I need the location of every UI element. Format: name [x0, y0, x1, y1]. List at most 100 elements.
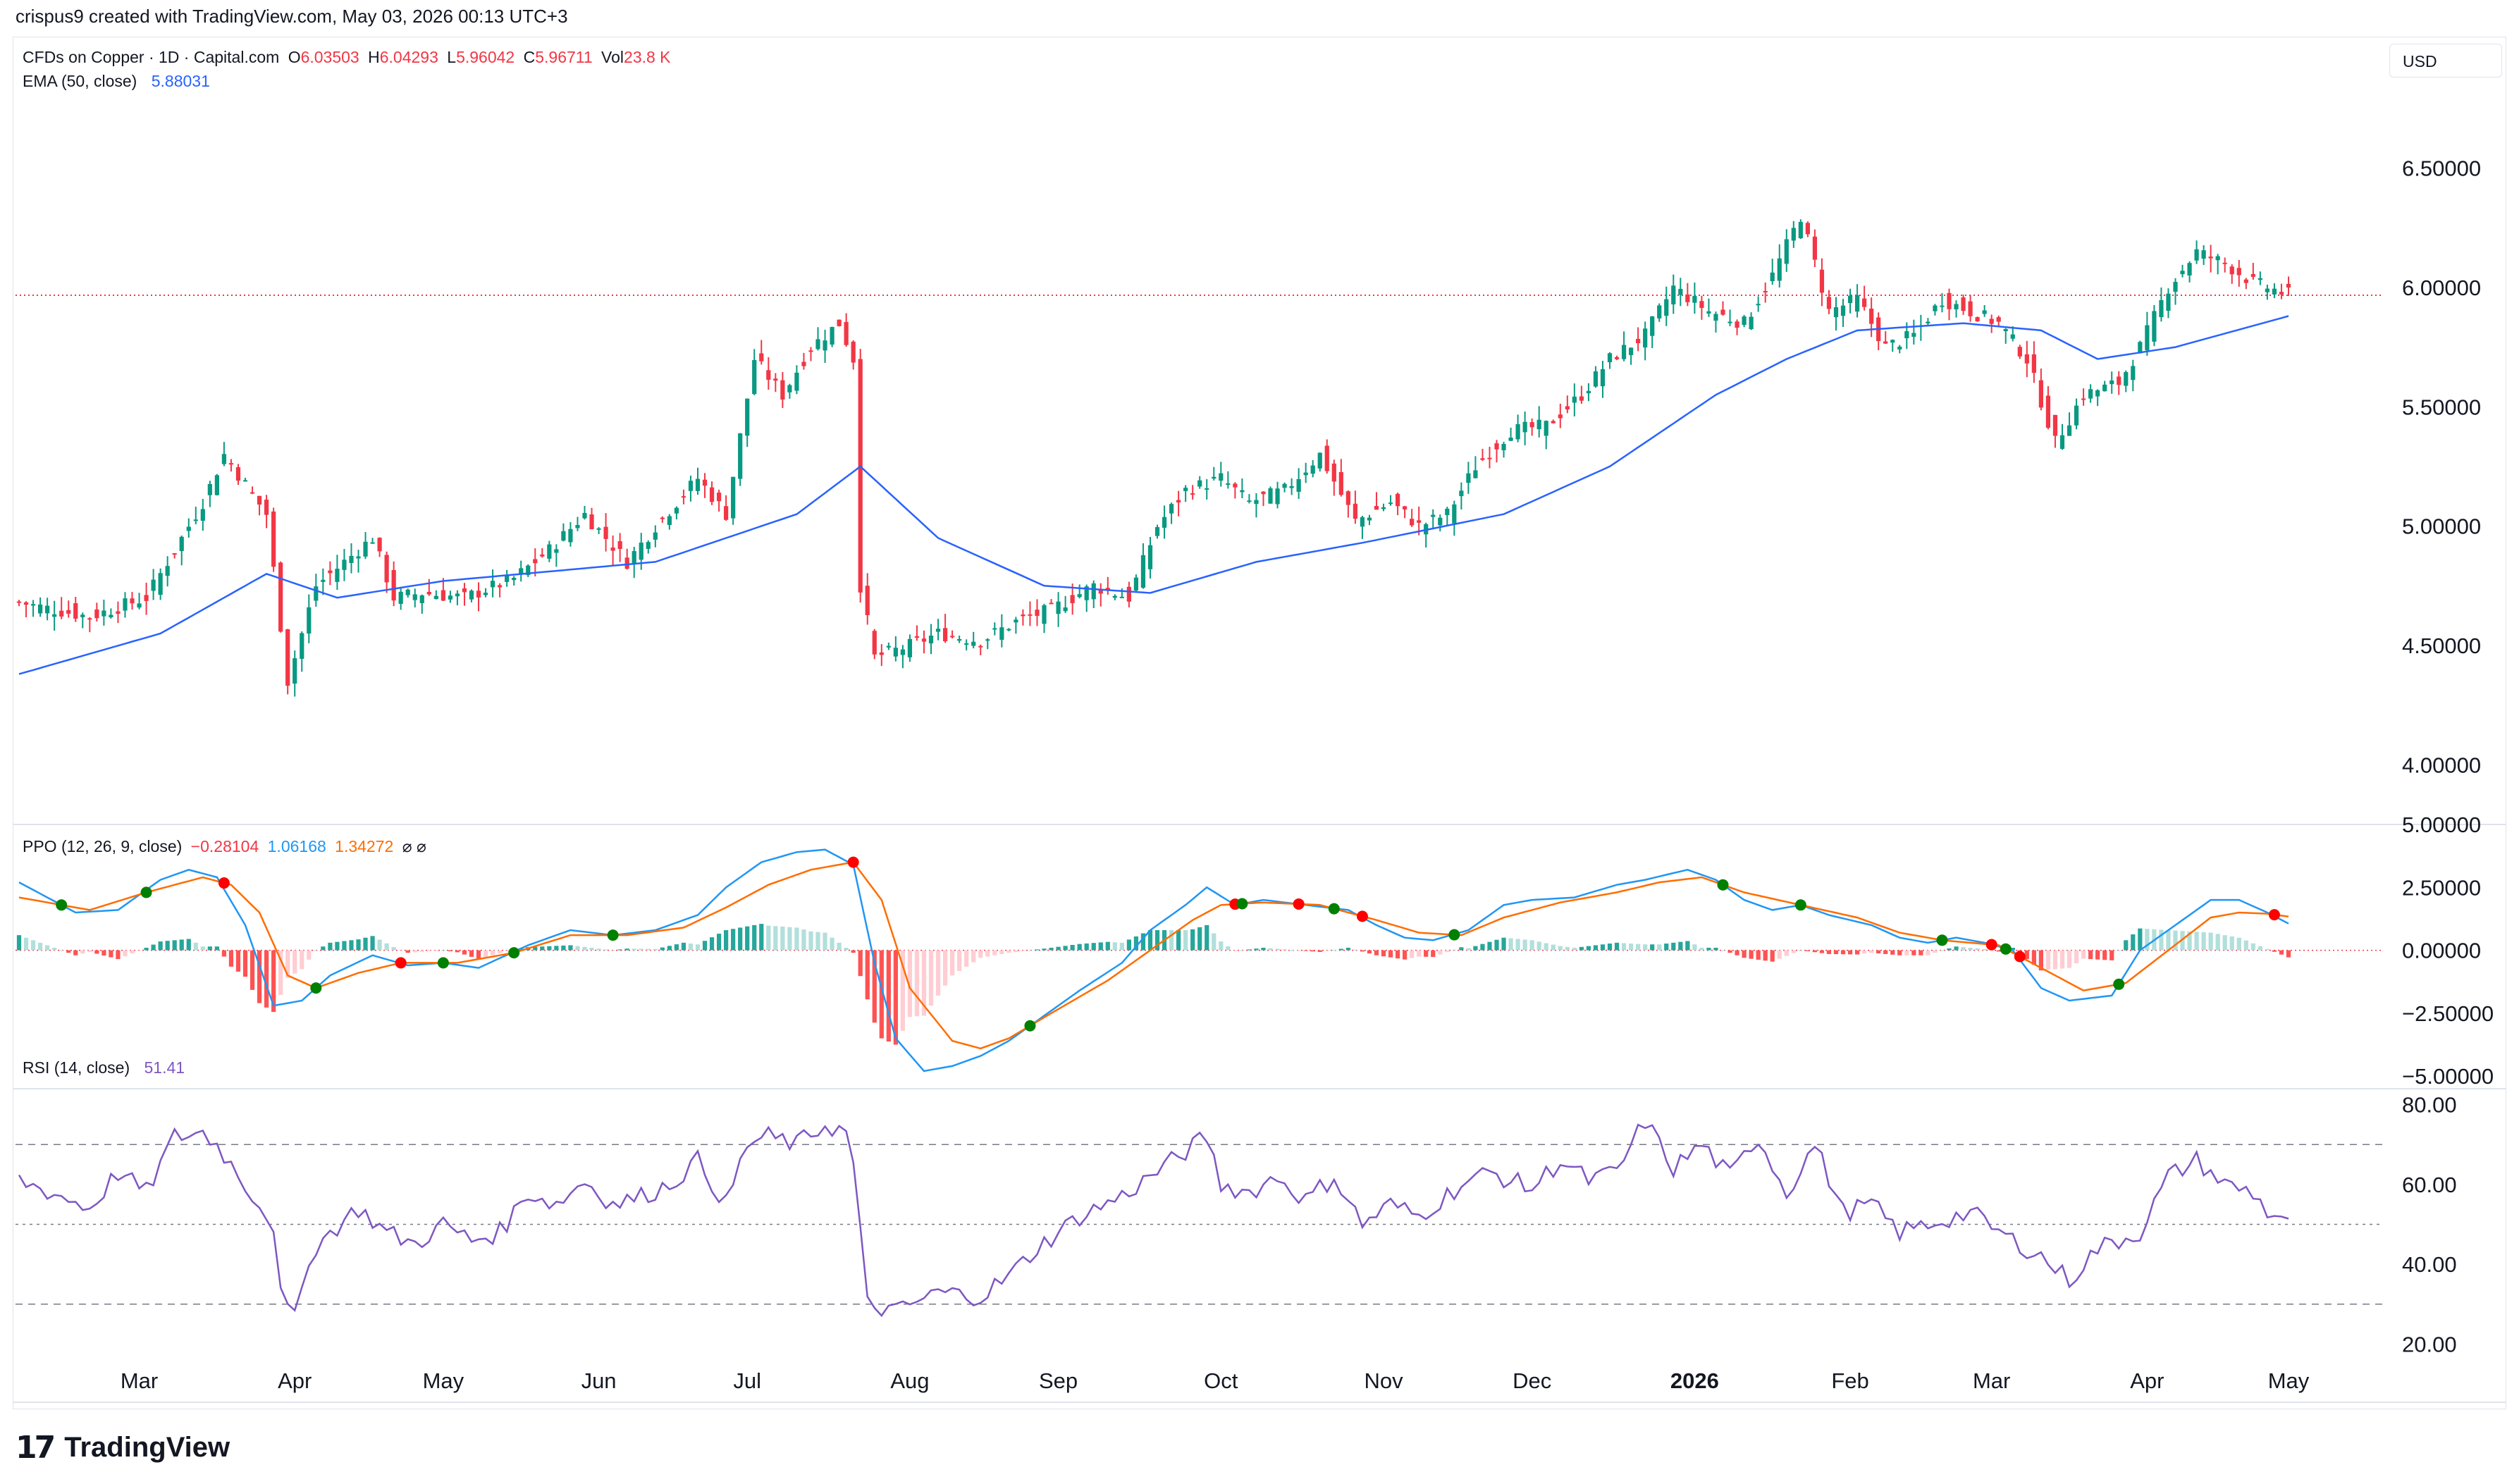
tradingview-logo[interactable]: 17 TradingView	[16, 1426, 230, 1468]
candle-body	[200, 509, 205, 521]
time-axis-tick: Mar	[121, 1368, 158, 1393]
candle-body	[1657, 305, 1662, 319]
candle-body	[1515, 423, 1520, 440]
candle-body	[2067, 425, 2072, 436]
ppo-histogram-bar	[1473, 946, 1478, 951]
ppo-histogram-bar	[1791, 950, 1796, 953]
candle-body	[568, 528, 573, 543]
candle-body	[1473, 470, 1478, 478]
candle-body	[716, 493, 722, 502]
candle-body	[469, 590, 474, 600]
candle-body	[172, 553, 177, 555]
ppo-histogram-bar	[16, 935, 22, 951]
ppo-histogram-bar	[80, 950, 85, 954]
candle-body	[2208, 256, 2213, 259]
ppo-histogram-bar	[2088, 950, 2093, 960]
ppo-histogram-bar	[2215, 934, 2220, 951]
candle-body	[632, 551, 636, 564]
candle-body	[617, 541, 622, 550]
ppo-histogram-bar	[1876, 950, 1881, 954]
candle-body	[766, 370, 771, 380]
ppo-histogram-bar	[2038, 950, 2044, 971]
candle-body	[935, 629, 941, 632]
candle-body	[533, 559, 538, 564]
ppo-histogram-bar	[794, 927, 799, 951]
ppo-histogram-bar	[1133, 936, 1139, 951]
candle-body	[2173, 282, 2178, 292]
ppo-histogram-bar	[1586, 946, 1591, 951]
ppo-histogram-bar	[2024, 950, 2029, 960]
ppo-histogram-bar	[1056, 946, 1061, 951]
created-by-text: crispus9 created with TradingView.com, M…	[16, 6, 568, 27]
ppo-histogram-bar	[391, 947, 396, 951]
candle-body	[2243, 279, 2248, 283]
candle-body	[1289, 486, 1294, 488]
chart-frame[interactable]	[13, 37, 2506, 1409]
time-axis-tick: Nov	[1364, 1368, 1403, 1393]
ppo-histogram-bar	[1551, 944, 1556, 951]
candle-body	[1219, 473, 1224, 481]
ppo-hidden-icons[interactable]: ⌀ ⌀	[402, 837, 426, 855]
candle-body	[1522, 421, 1527, 433]
candle-body	[1140, 555, 1146, 588]
ppo-histogram-bar	[1968, 948, 1973, 951]
ppo-histogram-bar	[2222, 935, 2227, 951]
candle-body	[2279, 292, 2284, 295]
ppo-histogram-bar	[2102, 950, 2107, 960]
candle-body	[1049, 602, 1054, 605]
candle-body	[1310, 465, 1315, 474]
ppo-legend: PPO (12, 26, 9, close) −0.28104 1.06168 …	[23, 837, 431, 856]
header-bar: crispus9 created with TradingView.com, M…	[0, 0, 2519, 35]
candle-body	[1650, 316, 1655, 336]
candle-body	[2265, 288, 2270, 292]
legend-high: 6.04293	[379, 48, 438, 66]
candle-body	[1862, 298, 1867, 307]
candle-body	[1819, 269, 1825, 293]
candle-body	[1028, 614, 1033, 616]
ppo-cross-dot	[1985, 939, 1997, 951]
legend-close-label: C	[523, 48, 536, 66]
candle-body	[1205, 488, 1209, 490]
currency-button[interactable]: USD	[2389, 44, 2502, 78]
ppo-histogram-bar	[235, 950, 241, 972]
candle-body	[1282, 483, 1287, 488]
ppo-histogram-bar	[1954, 946, 1959, 951]
ppo-cross-dot	[1448, 929, 1460, 941]
candle-body	[519, 568, 524, 574]
ema-value: 5.88031	[151, 72, 210, 90]
ppo-histogram-bar	[370, 936, 375, 951]
candle-body	[1593, 371, 1599, 387]
rsi-axis-tick: 60.00	[2402, 1173, 2457, 1197]
candle-body	[1720, 309, 1725, 315]
price-axis-tick: 4.50000	[2402, 633, 2481, 658]
ppo-histogram-bar	[1777, 950, 1782, 959]
time-axis-tick: Jul	[733, 1368, 761, 1393]
ppo-histogram-bar	[928, 950, 934, 1006]
ppo-axis-tick: 5.00000	[2402, 812, 2481, 837]
candle-body	[985, 639, 990, 641]
ppo-histogram-bar	[1119, 942, 1124, 951]
candle-body	[738, 433, 743, 479]
ppo-cross-dot	[1293, 898, 1305, 910]
candle-body	[674, 507, 679, 514]
candle-body	[1268, 488, 1273, 504]
ppo-histogram-bar	[1247, 949, 1252, 951]
ppo-histogram-bar	[646, 948, 651, 951]
ppo-histogram-bar	[242, 950, 248, 977]
ppo-histogram-bar	[752, 925, 757, 951]
ppo-histogram-bar	[985, 950, 990, 957]
ppo-cross-dot	[1717, 879, 1729, 891]
candle-body	[900, 649, 906, 655]
candle-body	[2152, 311, 2157, 342]
rsi-line	[18, 1123, 2289, 1318]
ppo-histogram-bar	[823, 932, 827, 951]
ppo-histogram-bar	[1212, 933, 1217, 951]
ppo-histogram-bar	[292, 950, 297, 974]
ppo-histogram-bar	[116, 950, 121, 960]
ppo-histogram-bar	[490, 950, 495, 956]
candle-body	[1727, 321, 1732, 323]
ppo-histogram-bar	[2059, 950, 2065, 969]
ppo-histogram-bar	[1515, 939, 1520, 951]
ppo-histogram-bar	[193, 942, 198, 951]
